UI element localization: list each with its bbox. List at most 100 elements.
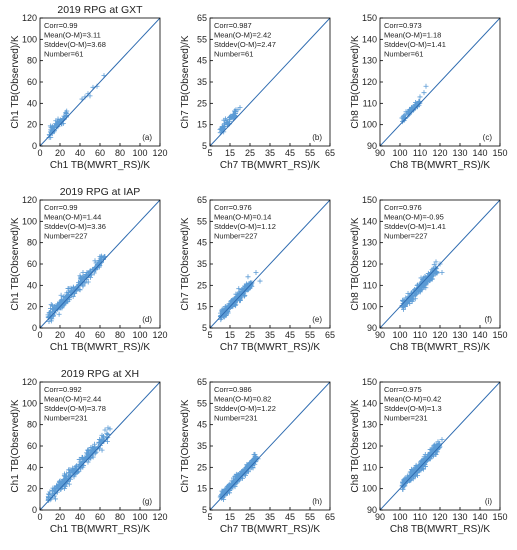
panel-b: 5 15 25 35 45 55 65 5 15 25 35 45 55 65 Ch7 TB(MWRT_RS… [180, 13, 335, 171]
x-tick-label: 45 [285, 330, 295, 340]
data-point [417, 94, 423, 100]
data-point [65, 289, 71, 295]
data-point [404, 299, 410, 305]
data-point [80, 283, 86, 289]
y-tick-label: 60 [27, 441, 37, 451]
data-point [49, 487, 55, 493]
data-point [92, 258, 98, 264]
x-tick-label: 150 [492, 148, 507, 158]
x-tick-label: 40 [75, 330, 85, 340]
y-tick-label: 65 [197, 377, 207, 387]
data-point [50, 125, 56, 131]
panel-f: 90 100 110 120 130 140 150 90 100 110 120 130 140 150… [350, 195, 508, 353]
data-point [73, 469, 79, 475]
y-tick-label: 40 [27, 98, 37, 108]
data-point [81, 275, 87, 281]
data-point [220, 124, 226, 130]
data-point [239, 468, 245, 474]
x-tick-label: 65 [325, 512, 335, 522]
y-tick-label: 140 [362, 398, 377, 408]
data-point [412, 465, 418, 471]
y-tick-label: 40 [27, 280, 37, 290]
data-point [56, 479, 62, 485]
x-tick-label: 130 [452, 148, 467, 158]
data-point [246, 461, 252, 467]
data-point [49, 127, 55, 133]
y-tick-label: 45 [197, 56, 207, 66]
x-tick-label: 100 [132, 512, 147, 522]
data-point [102, 427, 108, 433]
data-point [416, 288, 422, 294]
x-tick-label: 60 [95, 330, 105, 340]
data-point [240, 475, 246, 481]
data-point [221, 496, 227, 502]
one-to-one-line [210, 18, 330, 146]
y-axis-label: Ch1 TB(Observed)/K [10, 399, 21, 493]
y-tick-label: 35 [197, 441, 207, 451]
data-point [80, 270, 86, 276]
x-tick-label: 150 [492, 330, 507, 340]
x-tick-label: 5 [207, 512, 212, 522]
y-tick-label: 55 [197, 34, 207, 44]
data-point [401, 306, 407, 312]
y-tick-label: 40 [27, 462, 37, 472]
data-point [99, 432, 105, 438]
data-point [70, 465, 76, 471]
x-tick-label: 110 [413, 512, 427, 522]
x-tick-label: 35 [265, 148, 275, 158]
stat-text: Number=227 [44, 232, 88, 241]
panel-h: 5 15 25 35 45 55 65 5 15 25 35 45 55 65 Ch7 TB(MWRT_RS… [180, 377, 335, 535]
stat-text: Corr=0.992 [44, 385, 82, 394]
x-tick-label: 120 [152, 512, 167, 522]
y-tick-label: 45 [197, 238, 207, 248]
data-point [422, 451, 428, 457]
x-tick-label: 65 [325, 148, 335, 158]
y-tick-label: 130 [362, 420, 377, 430]
data-point [410, 296, 416, 302]
data-point [418, 467, 424, 473]
data-point [421, 90, 427, 96]
data-point [76, 456, 82, 462]
y-tick-label: 120 [22, 195, 37, 205]
stat-text: Mean(O-M)=0.82 [214, 395, 271, 404]
x-tick-label: 40 [75, 148, 85, 158]
data-point [434, 270, 440, 276]
x-tick-label: 25 [245, 512, 255, 522]
data-point [54, 483, 60, 489]
data-point [436, 443, 442, 449]
y-tick-label: 100 [22, 398, 37, 408]
x-tick-label: 80 [115, 512, 125, 522]
x-tick-label: 100 [392, 330, 407, 340]
x-tick-label: 55 [305, 148, 315, 158]
y-tick-label: 15 [197, 484, 207, 494]
y-tick-label: 25 [197, 280, 207, 290]
y-tick-label: 5 [202, 505, 207, 515]
data-point [52, 305, 58, 311]
data-point [217, 310, 223, 316]
x-tick-label: 55 [305, 512, 315, 522]
data-point [56, 311, 62, 317]
data-point [242, 284, 248, 290]
y-tick-label: 5 [202, 323, 207, 333]
stat-text: Corr=0.976 [214, 203, 252, 212]
y-tick-label: 120 [362, 259, 377, 269]
data-point [85, 279, 91, 285]
data-point [431, 442, 437, 448]
stat-text: Number=61 [44, 50, 83, 59]
stat-text: Corr=0.973 [384, 21, 422, 30]
x-tick-label: 90 [375, 512, 385, 522]
data-point [105, 431, 111, 437]
x-tick-label: 130 [452, 512, 467, 522]
x-tick-label: 20 [55, 330, 65, 340]
scatter-points [399, 83, 429, 125]
y-tick-label: 150 [362, 195, 377, 205]
data-point [57, 478, 63, 484]
x-tick-label: 25 [245, 330, 255, 340]
stat-text: Stddev(O-M)=1.12 [214, 222, 276, 231]
data-point [55, 118, 61, 124]
x-tick-label: 80 [115, 148, 125, 158]
data-point [237, 476, 243, 482]
x-axis-label: Ch1 TB(MWRT_RS)/K [50, 342, 151, 353]
x-tick-label: 100 [392, 512, 407, 522]
